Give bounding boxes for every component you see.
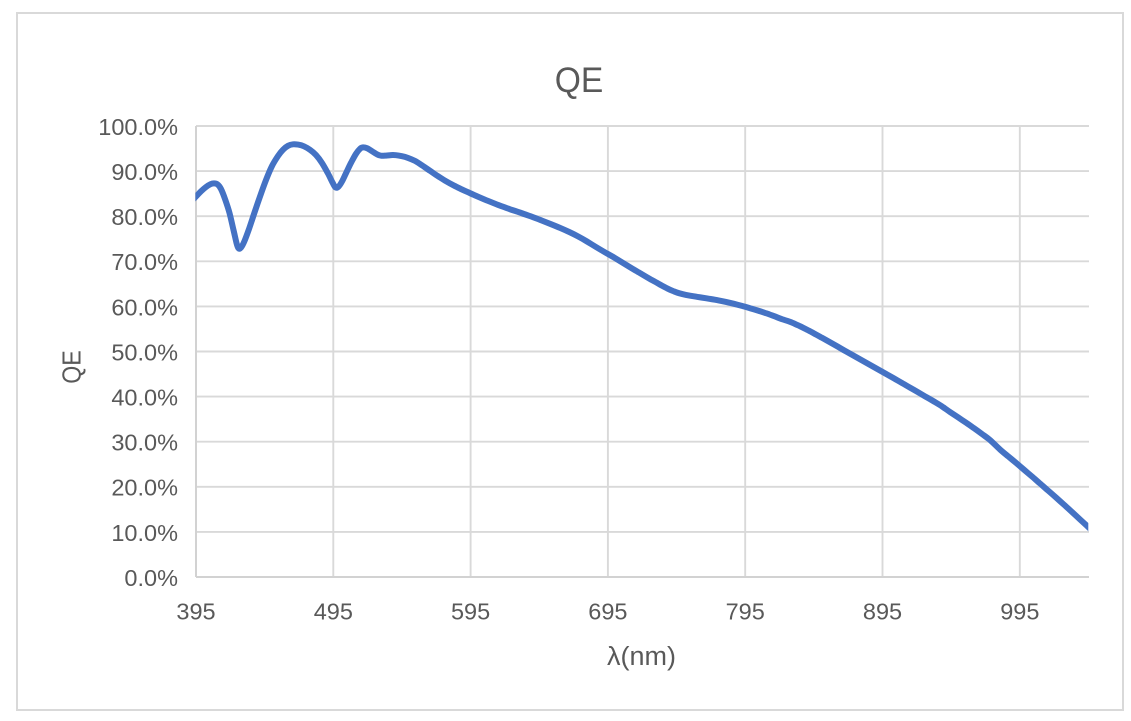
svg-text:10.0%: 10.0% — [111, 520, 178, 546]
svg-text:895: 895 — [863, 599, 902, 625]
svg-text:70.0%: 70.0% — [111, 249, 178, 275]
svg-text:100.0%: 100.0% — [98, 114, 178, 140]
svg-text:QE: QE — [555, 61, 604, 100]
svg-text:40.0%: 40.0% — [111, 385, 178, 411]
svg-text:50.0%: 50.0% — [111, 339, 178, 365]
svg-text:795: 795 — [726, 599, 765, 625]
svg-text:495: 495 — [314, 599, 353, 625]
svg-text:30.0%: 30.0% — [111, 430, 178, 456]
svg-text:QE: QE — [58, 350, 86, 384]
svg-text:595: 595 — [451, 599, 490, 625]
svg-text:395: 395 — [176, 599, 215, 625]
svg-text:0.0%: 0.0% — [124, 565, 178, 591]
svg-text:90.0%: 90.0% — [111, 159, 178, 185]
svg-text:20.0%: 20.0% — [111, 475, 178, 501]
svg-text:80.0%: 80.0% — [111, 204, 178, 230]
svg-text:995: 995 — [1000, 599, 1039, 625]
svg-text:695: 695 — [588, 599, 627, 625]
svg-text:60.0%: 60.0% — [111, 294, 178, 320]
svg-text:λ(nm): λ(nm) — [607, 643, 676, 671]
